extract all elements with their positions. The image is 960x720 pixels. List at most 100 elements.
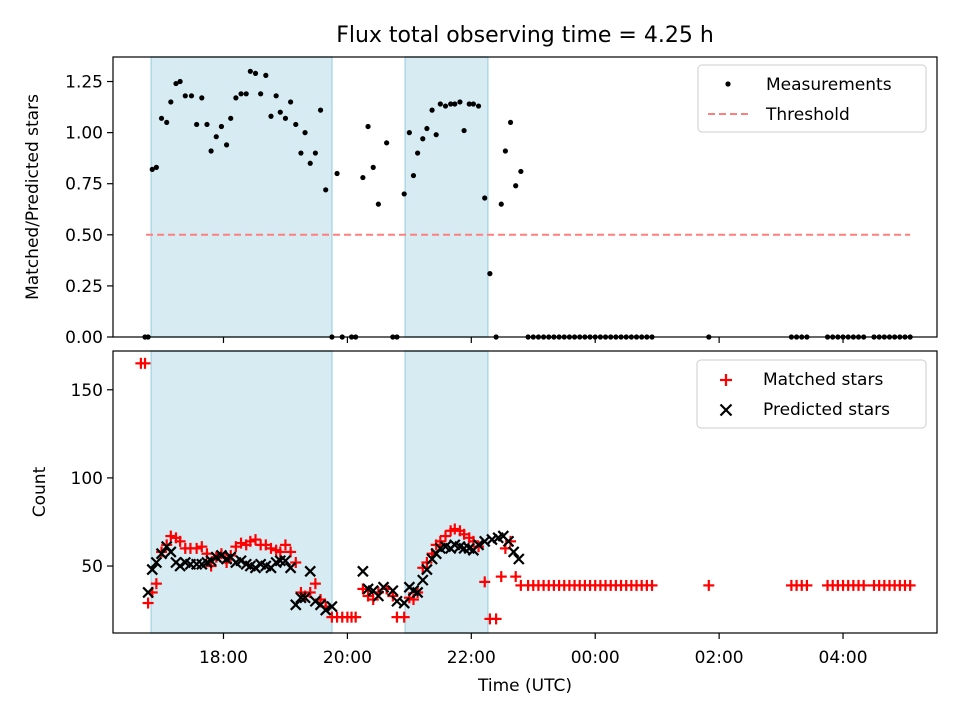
- y-tick-label: 150: [71, 381, 103, 401]
- top-y-ticks: 0.00 0.25 0.50 0.75 1.00 1.25: [65, 73, 113, 348]
- matched-star-point: [249, 534, 261, 546]
- top-y-axis-label: Matched/Predicted stars: [23, 94, 43, 300]
- legend-matched-label: Matched stars: [763, 370, 883, 390]
- matched-star-point: [646, 579, 658, 591]
- measurement-point: [307, 160, 313, 166]
- measurement-point: [498, 201, 504, 207]
- bottom-legend-box: [696, 359, 927, 429]
- measurement-point: [243, 91, 249, 97]
- measurement-point: [208, 148, 214, 154]
- measurement-point: [420, 136, 426, 142]
- matched-star-point: [304, 586, 316, 598]
- measurement-point: [158, 115, 165, 121]
- matched-star-point: [290, 557, 302, 568]
- predicted-star-point: [289, 599, 302, 611]
- measurement-point: [173, 80, 179, 87]
- measurement-point: [273, 93, 279, 99]
- matched-star-point: [801, 579, 813, 591]
- matched-star-point: [265, 542, 277, 554]
- predicted-star-point: [279, 554, 292, 567]
- bottom-shaded-regions: [150, 350, 489, 634]
- measurement-point: [263, 72, 269, 78]
- matched-star-point: [439, 530, 451, 542]
- matched-star-point: [505, 535, 517, 547]
- measurement-point: [457, 99, 463, 105]
- measurement-point: [487, 271, 493, 277]
- matched-star-point: [215, 548, 227, 560]
- bottom-y-axis-label: Count: [30, 466, 50, 517]
- predicted-star-point: [165, 546, 177, 558]
- measurement-point: [475, 103, 482, 109]
- legend-predicted-label: Predicted stars: [763, 400, 890, 420]
- predicted-star-point: [249, 562, 262, 574]
- measurement-point: [182, 93, 188, 99]
- measurement-point: [188, 93, 195, 99]
- matched-star-point: [449, 523, 461, 535]
- predicted-star-point: [295, 591, 307, 604]
- matched-star-point: [421, 557, 433, 568]
- predicted-star-point: [372, 590, 385, 602]
- bottom-legend[interactable]: Matched stars Predicted stars: [696, 359, 927, 429]
- shaded-interval: [404, 56, 489, 338]
- top-x-ticks: [222, 337, 844, 343]
- measurement-point: [204, 121, 210, 128]
- measurement-point: [513, 183, 519, 189]
- measurement-point: [218, 123, 225, 130]
- measurement-point: [466, 101, 472, 107]
- measurement-point: [293, 121, 299, 128]
- bottom-plot-frame: [112, 350, 938, 634]
- matched-star-point: [350, 611, 362, 623]
- matched-star-point: [244, 535, 256, 547]
- measurement-point: [424, 125, 430, 132]
- measurement-point: [410, 172, 417, 179]
- measurement-point: [213, 134, 219, 140]
- measurement-point: [288, 99, 294, 105]
- measurement-point: [452, 101, 458, 107]
- measurement-point: [323, 187, 329, 193]
- predicted-star-point: [411, 586, 424, 599]
- x-tick-label: 20:00: [323, 648, 372, 668]
- measurement-point: [461, 127, 467, 134]
- measurement-point: [153, 164, 159, 170]
- bottom-y-ticks: 50 100 150: [71, 381, 113, 577]
- measurement-point: [482, 195, 488, 201]
- measurement-point: [252, 70, 259, 76]
- measurement-point: [312, 150, 318, 156]
- measurement-point: [233, 95, 239, 101]
- measurement-point: [448, 101, 454, 107]
- x-tick-label: 02:00: [695, 648, 744, 668]
- y-tick-label: 50: [81, 557, 103, 577]
- measurement-point: [238, 91, 244, 97]
- predicted-star-point: [377, 581, 390, 593]
- x-tick-label: 00:00: [571, 648, 620, 668]
- matched-star-point: [434, 535, 446, 547]
- measurement-point: [302, 130, 308, 136]
- legend-measurements-label: Measurements: [766, 75, 892, 95]
- predicted-star-point: [155, 547, 168, 560]
- top-legend[interactable]: Measurements Threshold: [697, 64, 927, 133]
- measurement-point: [384, 140, 390, 146]
- matched-star-point: [150, 578, 162, 590]
- y-tick-label: 1.25: [65, 73, 103, 93]
- y-tick-label: 100: [71, 469, 103, 489]
- measurement-point: [429, 107, 435, 113]
- matched-star-point: [309, 578, 321, 590]
- measurement-point: [470, 101, 476, 107]
- measurement-point: [401, 191, 407, 197]
- predicted-star-point: [357, 565, 369, 578]
- matched-star-point: [156, 546, 168, 558]
- measurement-point: [370, 164, 376, 170]
- matched-star-point: [191, 542, 203, 554]
- measurement-point: [502, 148, 508, 154]
- matched-star-point: [703, 579, 715, 591]
- matched-star-point: [510, 571, 522, 583]
- measurement-point: [199, 95, 205, 101]
- y-tick-label: 0.75: [65, 175, 103, 195]
- measurement-point: [164, 119, 170, 126]
- predicted-star-point: [304, 565, 317, 578]
- measurement-point: [507, 119, 514, 126]
- chart-title: Flux total observing time = 4.25 h: [336, 23, 714, 48]
- measurement-point: [282, 115, 289, 121]
- matched-star-point: [142, 597, 154, 609]
